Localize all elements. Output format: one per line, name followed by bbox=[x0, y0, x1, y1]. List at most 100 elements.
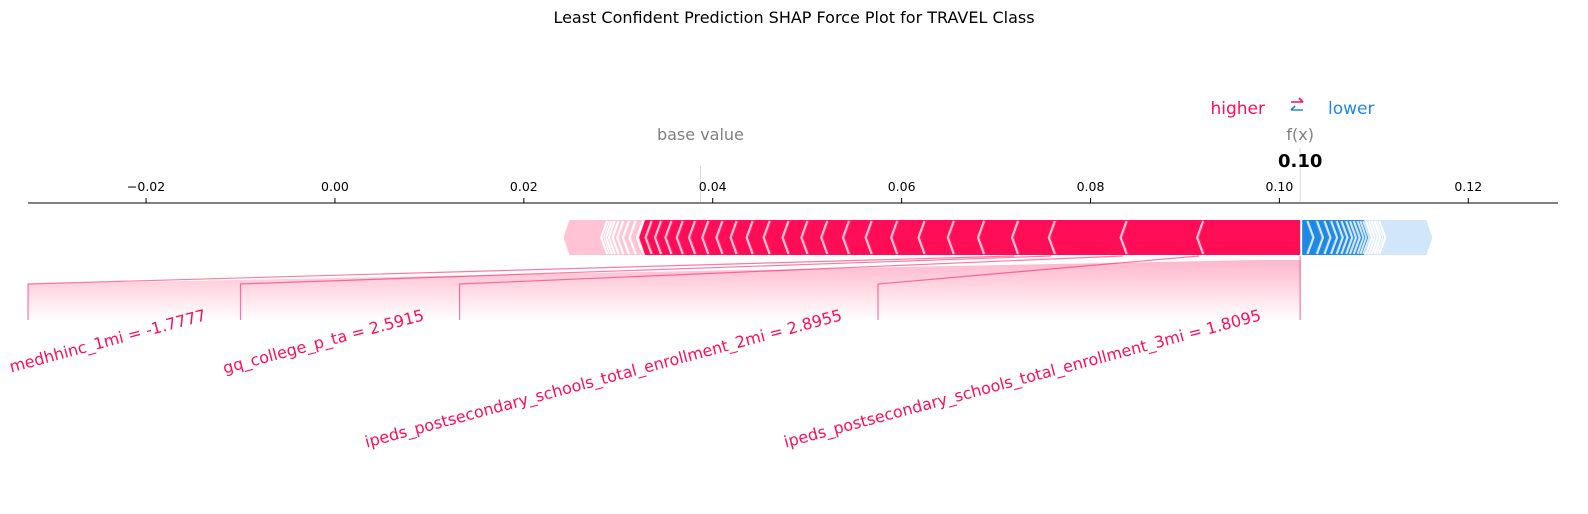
positive-segment-divider bbox=[976, 220, 986, 255]
negative-segment-divider bbox=[1330, 220, 1339, 255]
output-value: 0.10 bbox=[1278, 151, 1322, 172]
negative-segment-divider bbox=[1348, 220, 1358, 255]
positive-segment-divider bbox=[729, 220, 738, 255]
negative-segment-divider bbox=[1323, 220, 1332, 255]
positive-force-segment bbox=[624, 220, 638, 255]
positive-segment-divider bbox=[1047, 220, 1056, 255]
positive-force-segment bbox=[563, 220, 610, 255]
positive-segment-divider bbox=[820, 220, 829, 255]
feature-label: ipeds_postsecondary_schools_total_enroll… bbox=[363, 306, 845, 453]
positive-segment-divider bbox=[687, 220, 697, 255]
x-tick-label: 0.04 bbox=[699, 179, 727, 194]
negative-segment-divider bbox=[1340, 220, 1349, 255]
positive-force-segment bbox=[765, 220, 791, 255]
positive-segment-divider bbox=[644, 220, 653, 255]
positive-segment-divider bbox=[745, 220, 754, 255]
negative-segment-divider bbox=[1378, 220, 1387, 255]
force-bars bbox=[563, 220, 1433, 255]
feature-connector bbox=[27, 255, 1015, 320]
positive-segment-divider bbox=[800, 220, 809, 255]
positive-segment-divider bbox=[635, 220, 645, 255]
x-tick: 0.12 bbox=[1454, 179, 1482, 203]
x-tick: 0.10 bbox=[1265, 179, 1293, 203]
legend-lower-label: lower bbox=[1328, 99, 1374, 119]
positive-segment-divider bbox=[664, 220, 673, 255]
chart-title: Least Confident Prediction SHAP Force Pl… bbox=[553, 8, 1034, 27]
x-tick: 0.06 bbox=[888, 179, 916, 203]
positive-segment-divider bbox=[701, 220, 710, 255]
feature-connector bbox=[459, 255, 1123, 320]
positive-force-segment bbox=[1122, 220, 1206, 255]
x-tick: 0.02 bbox=[510, 179, 538, 203]
positive-segment-divider bbox=[917, 220, 926, 255]
positive-force-segment bbox=[867, 220, 900, 255]
x-tick-label: −0.02 bbox=[127, 179, 165, 194]
positive-segment-divider bbox=[611, 220, 620, 255]
negative-segment-divider bbox=[1356, 220, 1365, 255]
x-tick-label: 0.10 bbox=[1265, 179, 1293, 194]
negative-segment-divider bbox=[1359, 220, 1368, 255]
negative-segment-divider bbox=[1367, 220, 1377, 255]
positive-force-segment bbox=[844, 220, 874, 255]
positive-segment-divider bbox=[607, 220, 616, 255]
positive-segment-divider bbox=[781, 220, 790, 255]
positive-force-segment bbox=[1199, 220, 1301, 255]
positive-force-segment bbox=[803, 220, 830, 255]
positive-segment-divider bbox=[864, 220, 873, 255]
positive-segment-divider bbox=[621, 220, 630, 255]
positive-segment-divider bbox=[1119, 220, 1128, 255]
feature-connector bbox=[239, 255, 1051, 320]
negative-segment-divider bbox=[1345, 220, 1354, 255]
negative-segment-divider bbox=[1370, 220, 1379, 255]
positive-force-segment bbox=[893, 220, 927, 255]
positive-segment-divider bbox=[653, 220, 663, 255]
negative-segment-divider bbox=[1335, 220, 1344, 255]
x-tick-label: 0.02 bbox=[510, 179, 538, 194]
positive-segment-divider bbox=[946, 220, 955, 255]
negative-segment-divider bbox=[1306, 220, 1315, 255]
x-tick-label: 0.12 bbox=[1454, 179, 1482, 194]
positive-force-segment bbox=[949, 220, 986, 255]
positive-segment-divider bbox=[841, 220, 850, 255]
base-value-label: base value bbox=[657, 125, 744, 144]
negative-segment-divider bbox=[1315, 220, 1325, 255]
negative-segment-divider bbox=[1365, 220, 1374, 255]
negative-force-segment bbox=[1377, 220, 1433, 255]
positive-force-segment bbox=[784, 220, 810, 255]
positive-force-segment bbox=[980, 220, 1020, 255]
x-tick-label: 0.06 bbox=[888, 179, 916, 194]
positive-force-segment bbox=[1050, 220, 1129, 255]
positive-force-segment bbox=[823, 220, 851, 255]
positive-force-segment bbox=[920, 220, 956, 255]
legend-higher-label: higher bbox=[1210, 99, 1265, 119]
positive-segment-divider bbox=[675, 220, 684, 255]
positive-segment-divider bbox=[616, 220, 625, 255]
negative-segment-divider bbox=[1373, 220, 1382, 255]
x-tick-label: 0.08 bbox=[1077, 179, 1105, 194]
x-axis-ticks: −0.02 0.00 0.02 0.04 0.06 0.08 0.10 0.12 bbox=[127, 179, 1482, 203]
positive-segment-divider bbox=[599, 220, 609, 255]
feature-labels: ipeds_postsecondary_schools_total_enroll… bbox=[7, 306, 1263, 453]
positive-segment-divider bbox=[762, 220, 771, 255]
output-label: f(x) bbox=[1286, 125, 1314, 144]
feature-label: ipeds_postsecondary_schools_total_enroll… bbox=[782, 306, 1264, 453]
negative-force-segment bbox=[1302, 220, 1312, 255]
x-tick: 0.08 bbox=[1077, 179, 1105, 203]
x-tick: −0.02 bbox=[127, 179, 165, 203]
positive-segment-divider bbox=[1195, 220, 1205, 255]
negative-force-segment bbox=[1329, 220, 1341, 255]
negative-segment-divider bbox=[1352, 220, 1361, 255]
positive-segment-divider bbox=[628, 220, 637, 255]
x-tick: 0.04 bbox=[699, 179, 727, 203]
positive-segment-divider bbox=[604, 220, 613, 255]
positive-segment-divider bbox=[889, 220, 899, 255]
positive-force-segment bbox=[1014, 220, 1057, 255]
negative-force-segment bbox=[1322, 220, 1336, 255]
negative-segment-divider bbox=[1362, 220, 1371, 255]
negative-force-segment bbox=[1314, 220, 1329, 255]
x-tick-label: 0.00 bbox=[321, 179, 349, 194]
feature-connectors bbox=[27, 255, 1301, 320]
positive-segment-divider bbox=[715, 220, 724, 255]
positive-force-segment bbox=[631, 220, 646, 255]
